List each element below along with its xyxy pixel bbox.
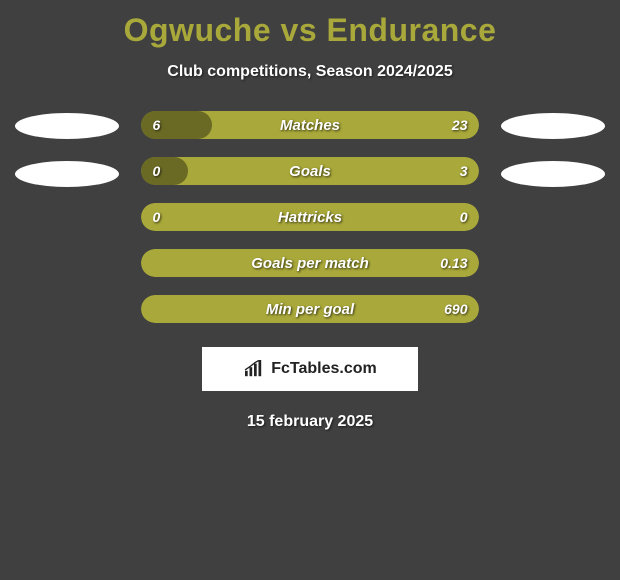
stat-row-hattricks: 0 Hattricks 0 <box>141 203 480 231</box>
bar-track <box>141 203 480 231</box>
player-avatar-left-1 <box>15 113 119 139</box>
stat-row-matches: 6 Matches 23 <box>141 111 480 139</box>
left-avatar-column <box>14 111 121 323</box>
bar-track <box>141 295 480 323</box>
stat-row-goals-per-match: Goals per match 0.13 <box>141 249 480 277</box>
stat-row-min-per-goal: Min per goal 690 <box>141 295 480 323</box>
page-subtitle: Club competitions, Season 2024/2025 <box>0 63 620 81</box>
bar-track <box>141 157 480 185</box>
bar-track <box>141 249 480 277</box>
bar-fill <box>141 157 188 185</box>
bar-fill <box>141 111 212 139</box>
page-title: Ogwuche vs Endurance <box>0 0 620 49</box>
bar-chart-icon <box>243 360 265 378</box>
player-avatar-left-2 <box>15 161 119 187</box>
stat-bars: 6 Matches 23 0 Goals 3 0 Hattricks 0 Goa… <box>141 111 480 323</box>
brand-badge[interactable]: FcTables.com <box>202 347 418 391</box>
date-text: 15 february 2025 <box>0 413 620 431</box>
player-avatar-right-2 <box>501 161 605 187</box>
player-avatar-right-1 <box>501 113 605 139</box>
right-avatar-column <box>499 111 606 323</box>
stat-row-goals: 0 Goals 3 <box>141 157 480 185</box>
brand-text: FcTables.com <box>271 360 377 378</box>
stats-container: 6 Matches 23 0 Goals 3 0 Hattricks 0 Goa… <box>0 111 620 323</box>
